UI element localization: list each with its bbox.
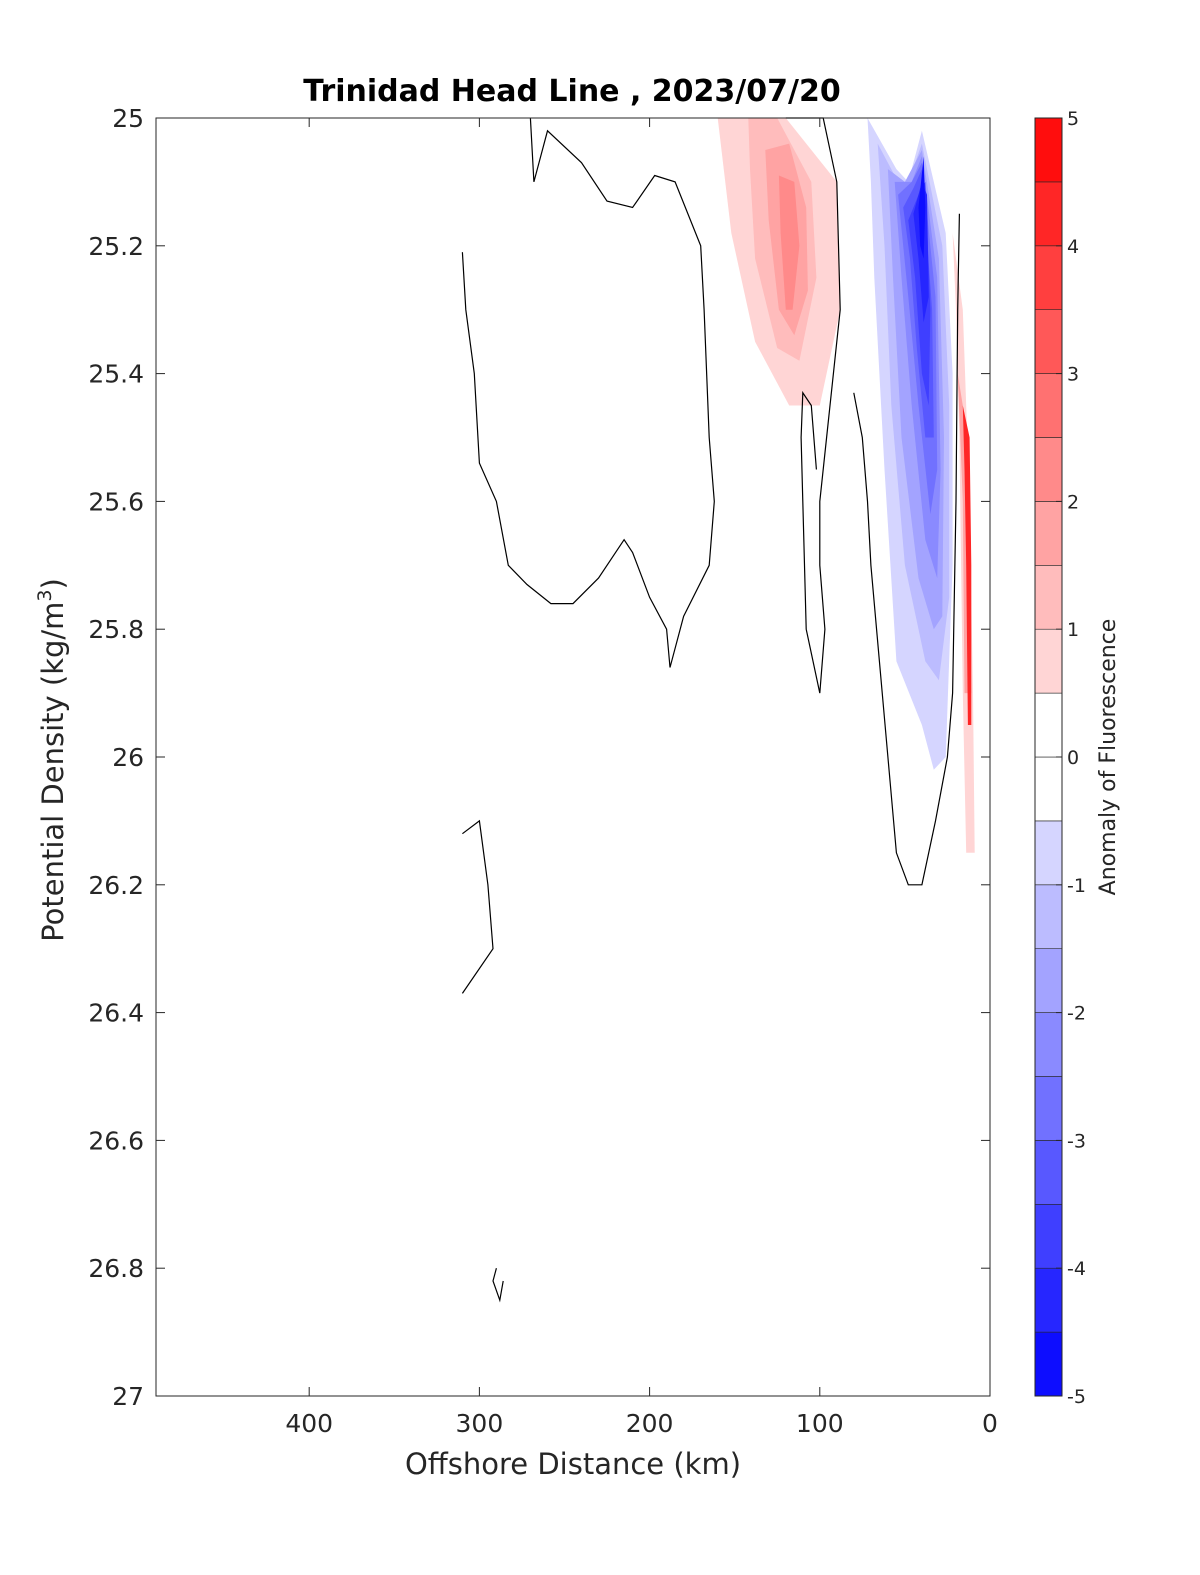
y-axis-label-group: Potential Density (kg/m3) [34, 578, 70, 942]
colorbar-tick-label-2: -3 [1067, 1130, 1086, 1152]
x-tick-label-400: 400 [285, 1409, 333, 1438]
x-tick-labels: 400 300 200 100 0 [285, 1409, 998, 1438]
y-tick-label-2: 25.4 [88, 360, 144, 389]
colorbar-bands [1034, 117, 1063, 1397]
colorbar-band-15 [1034, 373, 1063, 438]
colorbar-band-5 [1034, 1012, 1063, 1077]
colorbar-tick-label-5: 0 [1067, 747, 1079, 769]
x-axis-label: Offshore Distance (km) [405, 1447, 741, 1481]
filled-region-3 [778, 175, 800, 310]
colorbar-band-3 [1034, 1140, 1063, 1205]
colorbar-tick-label-0: -5 [1067, 1386, 1086, 1408]
zero-contour-lines [461, 117, 960, 1303]
colorbar-tick-label-1: -4 [1067, 1258, 1086, 1280]
colorbar-tick-label-4: -1 [1067, 875, 1086, 897]
y-tick-label-4: 25.8 [88, 615, 144, 644]
filled-region-15 [918, 156, 926, 259]
plot-frame [155, 117, 991, 1397]
y-tick-label-3: 25.6 [88, 487, 144, 516]
colorbar-band-1 [1034, 1267, 1063, 1333]
y-axis-label: Potential Density (kg/m3) [34, 578, 70, 942]
colorbar-band-4 [1034, 1076, 1063, 1141]
zero-contour-1 [785, 117, 841, 694]
y-tick-label-9: 26.8 [88, 1254, 144, 1283]
plot-area [155, 117, 991, 1397]
colorbar-band-13 [1034, 501, 1063, 566]
plot-background [156, 118, 990, 1396]
colorbar-band-11 [1034, 628, 1063, 694]
colorbar-frame [1034, 117, 1063, 1397]
zero-contour-3 [461, 819, 494, 994]
colorbar-tick-labels: -5 -4 -3 -2 -1 0 1 2 3 4 5 [1067, 108, 1086, 1408]
y-tick-label-5: 26 [112, 743, 144, 772]
colorbar-tick-label-9: 4 [1067, 236, 1079, 258]
y-axis-label-close: ) [36, 578, 70, 589]
colorbar-label-group: Anomaly of Fluorescence [1096, 619, 1121, 896]
filled-contours [717, 118, 975, 853]
colorbar-tick-label-7: 2 [1067, 491, 1079, 513]
colorbar-band-18 [1034, 181, 1063, 247]
colorbar-tick-label-3: -2 [1067, 1003, 1086, 1025]
y-tick-labels: 25 25.2 25.4 25.6 25.8 26 26.2 26.4 26.6 26.8 27 [88, 104, 144, 1411]
colorbar-band-17 [1034, 245, 1063, 311]
colorbar-band-9 [1034, 756, 1063, 822]
y-tick-label-8: 26.6 [88, 1126, 144, 1155]
zero-contour-4 [492, 1268, 504, 1303]
colorbar-band-16 [1034, 309, 1063, 374]
colorbar-band-0 [1034, 1331, 1063, 1397]
colorbar-tick-label-10: 5 [1067, 108, 1079, 130]
colorbar-tick-label-6: 1 [1067, 619, 1079, 641]
colorbar-band-7 [1034, 884, 1063, 949]
y-tick-label-1: 25.2 [88, 232, 144, 261]
colorbar-band-19 [1034, 117, 1063, 183]
y-axis-label-main: Potential Density (kg/m [36, 602, 70, 942]
x-tick-label-300: 300 [456, 1409, 504, 1438]
y-tick-label-0: 25 [112, 104, 144, 133]
colorbar-tick-label-8: 3 [1067, 364, 1079, 386]
y-axis-label-sup: 3 [34, 589, 56, 601]
colorbar: -5 -4 -3 -2 -1 0 1 2 3 4 5 [1034, 108, 1086, 1408]
x-tick-label-200: 200 [626, 1409, 674, 1438]
zero-contour-0 [461, 117, 715, 668]
y-tick-label-10: 27 [112, 1382, 144, 1411]
colorbar-band-8 [1034, 820, 1063, 886]
colorbar-band-2 [1034, 1204, 1063, 1269]
y-tick-label-6: 26.2 [88, 871, 144, 900]
x-tick-label-0: 0 [982, 1409, 998, 1438]
x-tick-label-100: 100 [796, 1409, 844, 1438]
y-tick-label-7: 26.4 [88, 999, 144, 1028]
filled-region-6 [962, 405, 972, 725]
colorbar-label: Anomaly of Fluorescence [1096, 619, 1121, 896]
colorbar-band-10 [1034, 692, 1063, 758]
chart-title: Trinidad Head Line , 2023/07/20 [303, 74, 840, 109]
colorbar-band-12 [1034, 564, 1063, 630]
zero-contour-2 [853, 213, 960, 886]
colorbar-band-6 [1034, 948, 1063, 1013]
colorbar-band-14 [1034, 437, 1063, 502]
